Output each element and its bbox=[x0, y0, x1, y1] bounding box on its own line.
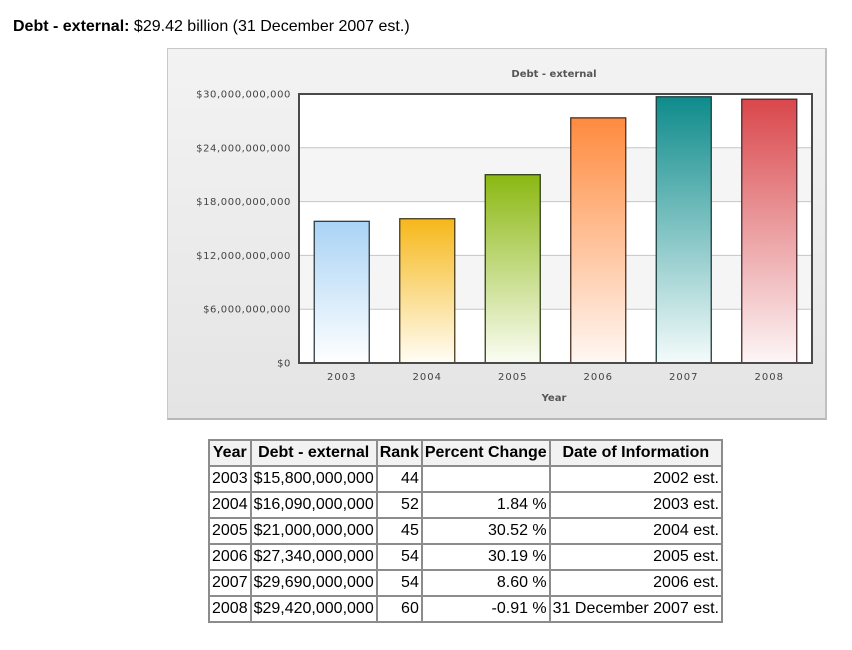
y-tick-label: $0 bbox=[277, 359, 291, 370]
cell-percent-change: 1.84 % bbox=[420, 491, 551, 519]
cell-percent-change: 8.60 % bbox=[420, 569, 551, 597]
x-tick-label: 2008 bbox=[755, 372, 784, 383]
cell-rank: 60 bbox=[375, 595, 423, 623]
cell-rank: 54 bbox=[375, 569, 423, 597]
cell-rank: 54 bbox=[375, 543, 423, 571]
x-tick-label: 2004 bbox=[413, 372, 442, 383]
y-tick-labels: $0 $6,000,000,000 $12,000,000,000 $18,000,0… bbox=[196, 90, 291, 370]
chart-panel: Debt - external $0 $6,000,000,000 $12,000,… bbox=[167, 48, 827, 420]
header-rank: Rank bbox=[375, 439, 423, 467]
plot-background bbox=[299, 94, 812, 363]
header-debt: Debt - external bbox=[249, 439, 378, 467]
table-row: 2004 $16,090,000,000 52 1.84 % 2003 est. bbox=[208, 491, 723, 519]
cell-debt: $15,800,000,000 bbox=[249, 465, 378, 493]
gridlines bbox=[299, 147, 812, 310]
y-tick-label: $18,000,000,000 bbox=[196, 197, 291, 208]
cell-debt: $16,090,000,000 bbox=[249, 491, 378, 519]
cell-date: 2003 est. bbox=[548, 491, 723, 519]
table-row: 2006 $27,340,000,000 54 30.19 % 2005 est… bbox=[208, 543, 723, 571]
cell-rank: 45 bbox=[375, 517, 423, 545]
chart-title: Debt - external bbox=[511, 69, 596, 80]
bar-2004 bbox=[399, 218, 456, 364]
header-percent-change: Percent Change bbox=[420, 439, 551, 467]
bar-2006 bbox=[570, 117, 627, 364]
table-row: 2003 $15,800,000,000 44 2002 est. bbox=[208, 465, 723, 493]
header-year: Year bbox=[208, 439, 252, 467]
y-tick-label: $30,000,000,000 bbox=[196, 90, 291, 101]
cell-rank: 44 bbox=[375, 465, 423, 493]
bar-2003 bbox=[313, 220, 370, 364]
bar-2007 bbox=[655, 96, 712, 364]
bar-2008 bbox=[741, 98, 798, 364]
bars bbox=[313, 96, 798, 364]
plot-band bbox=[299, 255, 812, 310]
plot-band bbox=[299, 147, 812, 202]
cell-percent-change: -0.91 % bbox=[420, 595, 551, 623]
cell-year: 2007 bbox=[208, 569, 252, 597]
table-header-row: Year Debt - external Rank Percent Change… bbox=[208, 439, 723, 467]
cell-year: 2003 bbox=[208, 465, 252, 493]
headline-value: $29.42 billion (31 December 2007 est.) bbox=[133, 18, 410, 35]
cell-percent-change: 30.19 % bbox=[420, 543, 551, 571]
cell-debt: $21,000,000,000 bbox=[249, 517, 378, 545]
y-tick-label: $12,000,000,000 bbox=[196, 251, 291, 262]
axes bbox=[298, 93, 813, 364]
cell-rank: 52 bbox=[375, 491, 423, 519]
headline-label: Debt - external: bbox=[13, 18, 130, 35]
y-tick-label: $24,000,000,000 bbox=[196, 143, 291, 154]
table-row: 2005 $21,000,000,000 45 30.52 % 2004 est… bbox=[208, 517, 723, 545]
cell-date: 2005 est. bbox=[548, 543, 723, 571]
cell-percent-change: 30.52 % bbox=[420, 517, 551, 545]
cell-year: 2005 bbox=[208, 517, 252, 545]
cell-percent-change bbox=[420, 465, 551, 493]
table-row: 2008 $29,420,000,000 60 -0.91 % 31 Decem… bbox=[208, 595, 723, 623]
bar-chart: Debt - external $0 $6,000,000,000 $12,000,… bbox=[196, 69, 813, 404]
cell-date: 2006 est. bbox=[548, 569, 723, 597]
cell-date: 31 December 2007 est. bbox=[548, 595, 723, 623]
plot-frame bbox=[298, 93, 813, 364]
data-table: Year Debt - external Rank Percent Change… bbox=[208, 439, 723, 623]
cell-year: 2004 bbox=[208, 491, 252, 519]
x-tick-labels: 2003 2004 2005 2006 2007 2008 bbox=[327, 372, 784, 383]
x-axis-label: Year bbox=[541, 393, 567, 404]
cell-debt: $27,340,000,000 bbox=[249, 543, 378, 571]
cell-date: 2004 est. bbox=[548, 517, 723, 545]
bar-2005 bbox=[484, 174, 541, 364]
cell-debt: $29,690,000,000 bbox=[249, 569, 378, 597]
cell-year: 2008 bbox=[208, 595, 252, 623]
y-tick-label: $6,000,000,000 bbox=[203, 305, 291, 316]
x-tick-label: 2005 bbox=[498, 372, 527, 383]
cell-year: 2006 bbox=[208, 543, 252, 571]
x-tick-label: 2006 bbox=[584, 372, 613, 383]
plot-area bbox=[299, 94, 812, 363]
x-tick-label: 2003 bbox=[327, 372, 356, 383]
table-row: 2007 $29,690,000,000 54 8.60 % 2006 est. bbox=[208, 569, 723, 597]
cell-date: 2002 est. bbox=[548, 465, 723, 493]
header-date: Date of Information bbox=[548, 439, 723, 467]
x-tick-label: 2007 bbox=[669, 372, 698, 383]
cell-debt: $29,420,000,000 bbox=[249, 595, 378, 623]
headline: Debt - external: $29.42 billion (31 Dece… bbox=[13, 18, 410, 36]
